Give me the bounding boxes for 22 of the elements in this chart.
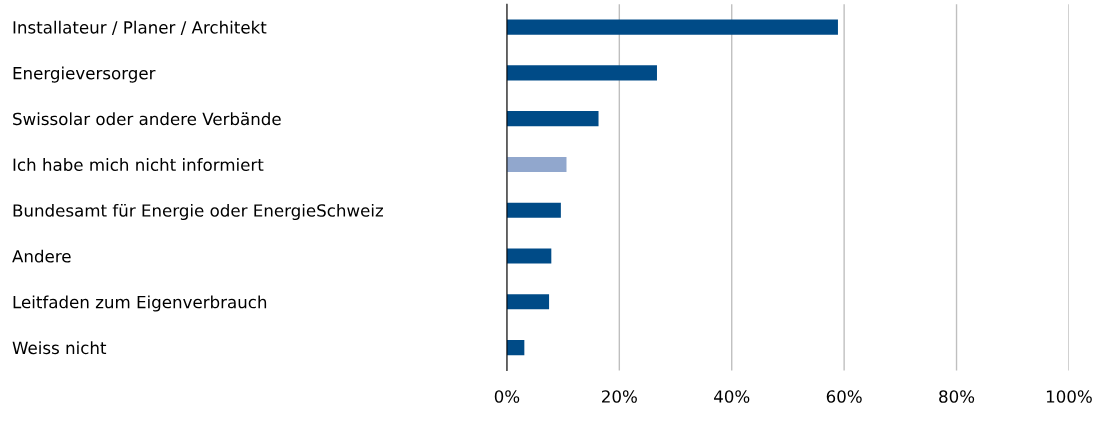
y-tick-label: Energieversorger bbox=[13, 66, 156, 83]
bar bbox=[506, 340, 525, 356]
y-tick-label: Ich habe mich nicht informiert bbox=[13, 158, 264, 172]
bar bbox=[506, 248, 552, 264]
bar bbox=[506, 156, 567, 173]
x-tick-label: 80% bbox=[939, 390, 975, 403]
bar bbox=[506, 202, 561, 218]
x-tick-label: 40% bbox=[714, 390, 750, 403]
bar bbox=[506, 294, 550, 310]
y-tick-label: Swissolar oder andere Verbände bbox=[13, 112, 281, 126]
y-tick-label: Leitfaden zum Eigenverbrauch bbox=[13, 295, 267, 312]
x-tick-label: 100% bbox=[1046, 390, 1092, 403]
x-tick-label: 60% bbox=[826, 390, 862, 403]
bar bbox=[506, 65, 657, 81]
bar bbox=[506, 111, 599, 127]
y-tick-label: Bundesamt für Energie oder EnergieSchweiz bbox=[13, 203, 384, 221]
bar bbox=[506, 19, 838, 35]
y-tick-label: Installateur / Planer / Architekt bbox=[13, 20, 267, 35]
x-tick-label: 20% bbox=[602, 390, 637, 403]
x-tick-label: 0% bbox=[494, 390, 520, 403]
y-tick-label: Andere bbox=[12, 249, 71, 263]
y-tick-label: Weiss nicht bbox=[12, 341, 107, 355]
